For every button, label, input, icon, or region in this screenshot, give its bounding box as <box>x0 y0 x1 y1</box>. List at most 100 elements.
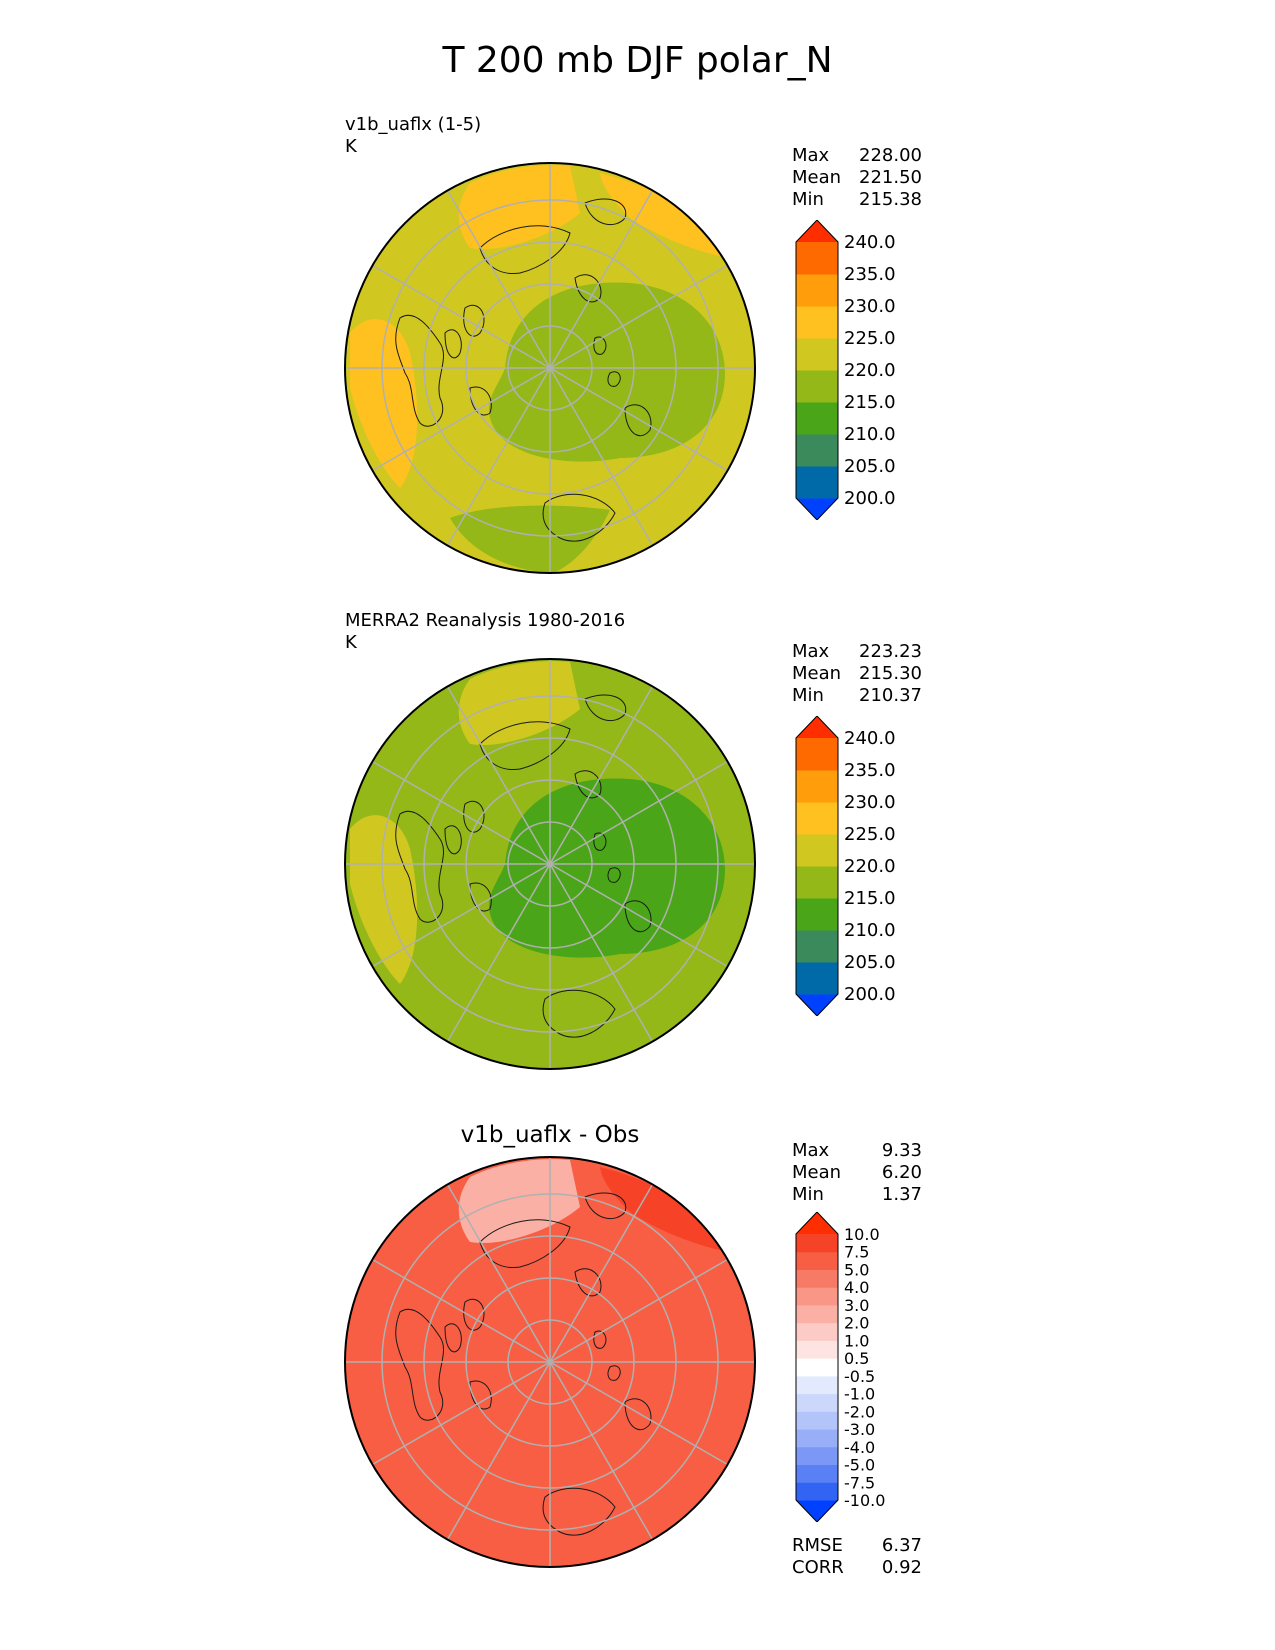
colorbar-tick-label: -10.0 <box>844 1491 885 1510</box>
panel-1-colorbar: 200.0 205.0 210.0 215.0 220.0 225.0 230.0 235.0… <box>795 220 896 520</box>
map-boundary <box>344 162 756 574</box>
colorbar-tick-label: 210.0 <box>844 920 896 941</box>
map-field <box>345 163 755 573</box>
panel-2-polar-map <box>344 658 756 1070</box>
colorbar-tick-label: -4.0 <box>844 1438 875 1457</box>
meridian-line <box>372 863 551 968</box>
coastline <box>574 274 602 303</box>
meridian-line <box>372 1361 551 1466</box>
figure-title: T 200 mb DJF polar_N <box>442 40 833 81</box>
meridian-line <box>446 190 551 369</box>
colorbar-segment <box>796 242 838 275</box>
colorbar-tick-label: -3.0 <box>844 1420 875 1439</box>
colorbar-tick-label: 230.0 <box>844 792 896 813</box>
coastline <box>607 867 621 883</box>
colorbar-segment <box>796 898 838 931</box>
coastline <box>574 1268 602 1297</box>
colorbar-tick-label: 205.0 <box>844 952 896 973</box>
coastline <box>607 371 621 387</box>
colorbar-tick-label: -7.5 <box>844 1473 875 1492</box>
meridian-line <box>446 686 551 865</box>
panel-1-stats: Max 228.00 Mean 221.50 Min 215.38 <box>792 145 922 211</box>
meridian-line <box>372 264 551 369</box>
meridian-line <box>549 1361 728 1466</box>
colorbar-segment <box>796 930 838 963</box>
meridian-line <box>372 760 551 865</box>
coastline <box>542 493 616 542</box>
panel-3-polar-map <box>344 1156 756 1568</box>
panel-3-title: v1b_uaflx - Obs <box>460 1122 640 1148</box>
colorbar-tick-label: 200.0 <box>844 488 896 509</box>
colorbar-tick-label: 10.0 <box>844 1225 880 1244</box>
colorbar-tick-label: 235.0 <box>844 264 896 285</box>
colorbar-segment <box>796 770 838 803</box>
colorbar-tick-label: 230.0 <box>844 296 896 317</box>
coastline <box>463 305 485 337</box>
colorbar-segment <box>796 1304 838 1324</box>
map-boundary <box>344 658 756 1070</box>
colorbar-outline <box>795 220 839 520</box>
panel-1-title: v1b_uaflx (1-5) K <box>345 114 481 158</box>
colorbar-extend-min <box>796 498 838 520</box>
colorbar-segment <box>796 402 838 435</box>
panel-3-colorbar: -10.0-7.5-5.0-4.0-3.0-2.0-1.0-0.50.51.02… <box>795 1212 885 1522</box>
meridian-line <box>549 264 728 369</box>
colorbar-tick-label: 7.5 <box>844 1243 869 1262</box>
meridian-line <box>549 367 728 472</box>
colorbar-tick-label: 200.0 <box>844 984 896 1005</box>
meridian-line <box>549 1361 654 1540</box>
colorbar-tick-label: 220.0 <box>844 360 896 381</box>
colorbar-segment <box>796 1482 838 1501</box>
colorbar-tick-label: 235.0 <box>844 760 896 781</box>
coastline <box>395 1309 445 1421</box>
colorbar-tick-label: 4.0 <box>844 1278 869 1297</box>
panel-1-units: K <box>345 136 357 157</box>
meridian-line <box>446 863 551 1042</box>
colorbar-segment <box>796 834 838 867</box>
coastline <box>444 329 462 359</box>
colorbar-tick-label: 3.0 <box>844 1296 869 1315</box>
colorbar-segment <box>796 962 838 995</box>
coastline <box>542 989 616 1038</box>
colorbar-tick-label: 225.0 <box>844 824 896 845</box>
coastline <box>542 1487 616 1536</box>
colorbar-tick-label: 210.0 <box>844 424 896 445</box>
coastline <box>624 1398 652 1431</box>
colorbar-tick-label: 1.0 <box>844 1331 869 1350</box>
colorbar-segment <box>796 466 838 499</box>
coastline <box>444 1323 462 1353</box>
meridian-line <box>446 367 551 546</box>
colorbar-tick-label: -0.5 <box>844 1367 875 1386</box>
colorbar-segment <box>796 738 838 771</box>
stat-row-mean: Mean 221.50 <box>792 167 922 188</box>
colorbar-tick-label: 220.0 <box>844 856 896 877</box>
colorbar-extend-max <box>796 716 838 738</box>
colorbar-segment <box>796 802 838 835</box>
colorbar-extend-max <box>796 220 838 242</box>
colorbar-tick-label: 240.0 <box>844 232 896 253</box>
map-field <box>345 659 755 1069</box>
colorbar-tick-label: 215.0 <box>844 392 896 413</box>
meridian-line <box>549 1184 654 1363</box>
coastline <box>479 721 571 771</box>
colorbar-segment <box>796 1375 838 1395</box>
meridian-line <box>549 1258 728 1363</box>
coastline <box>444 825 462 855</box>
colorbar-segment <box>796 1411 838 1430</box>
meridian-line <box>549 863 654 1042</box>
stat-row-min: Min 210.37 <box>792 685 922 706</box>
colorbar-segment <box>796 1251 838 1270</box>
colorbar-extend-min <box>796 994 838 1016</box>
colorbar-tick-label: 205.0 <box>844 456 896 477</box>
coastline <box>624 900 652 933</box>
panel-2-units: K <box>345 632 357 653</box>
meridian-line <box>372 367 551 472</box>
colorbar-segment <box>796 1340 838 1359</box>
colorbar-segment <box>796 866 838 899</box>
metric-row-rmse: RMSE 6.37 <box>792 1535 922 1556</box>
colorbar-outline <box>795 716 839 1016</box>
field-region-pacific-right <box>600 1167 730 1252</box>
stat-row-mean: Mean 215.30 <box>792 663 922 684</box>
meridian-line <box>446 1184 551 1363</box>
panel-2-name: MERRA2 Reanalysis 1980-2016 <box>345 610 626 631</box>
